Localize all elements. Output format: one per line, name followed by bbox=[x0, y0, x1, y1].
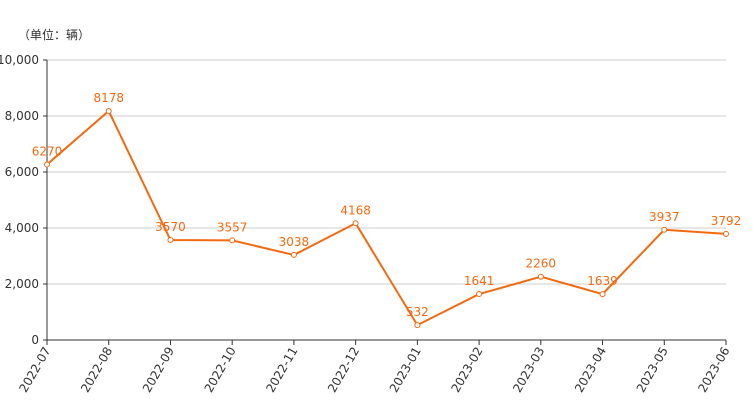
x-tick-label: 2022-09 bbox=[140, 345, 177, 395]
line bbox=[46, 109, 727, 327]
x-tick-label: 2023-01 bbox=[387, 345, 424, 395]
point bbox=[599, 291, 606, 298]
point bbox=[290, 251, 297, 258]
data-label: 1639 bbox=[587, 274, 618, 288]
y-tick-label: 2,000 bbox=[5, 277, 39, 291]
x-tick-label: 2022-12 bbox=[325, 345, 362, 395]
data-label: 6270 bbox=[32, 144, 63, 158]
point bbox=[414, 322, 421, 329]
point bbox=[476, 291, 483, 298]
data-label: 2260 bbox=[526, 257, 557, 271]
data-label: 1641 bbox=[464, 274, 495, 288]
data-label: 8178 bbox=[93, 91, 124, 105]
data-label: 3937 bbox=[649, 210, 680, 224]
x-tick-label: 2022-08 bbox=[78, 345, 115, 395]
x-tick-label: 2022-10 bbox=[202, 345, 239, 395]
x-tick-label: 2022-11 bbox=[263, 345, 300, 395]
point bbox=[44, 161, 50, 168]
point bbox=[661, 226, 668, 233]
data-label: 3570 bbox=[155, 220, 186, 234]
x-tick-label: 2023-04 bbox=[572, 345, 609, 395]
x-tick-label: 2023-05 bbox=[634, 345, 671, 395]
y-tick-label: 8,000 bbox=[5, 109, 39, 123]
data-label: 3557 bbox=[217, 220, 248, 234]
x-tick-label: 2023-02 bbox=[448, 345, 485, 395]
y-tick-label: 4,000 bbox=[5, 221, 39, 235]
y-axis-label: （单位：辆） bbox=[18, 27, 90, 42]
point bbox=[537, 273, 544, 280]
point bbox=[105, 108, 112, 115]
data-label: 532 bbox=[406, 305, 429, 319]
x-tick-label: 2023-03 bbox=[510, 345, 547, 395]
point bbox=[352, 220, 359, 227]
x-tick-label: 2022-07 bbox=[16, 345, 53, 395]
y-tick-label: 0 bbox=[31, 333, 39, 347]
data-label: 3038 bbox=[279, 235, 310, 249]
y-tick-label: 10,000 bbox=[0, 53, 39, 67]
x-tick-label: 2023-06 bbox=[695, 345, 732, 395]
point bbox=[723, 230, 729, 237]
y-tick-label: 6,000 bbox=[5, 165, 39, 179]
data-label: 3792 bbox=[711, 214, 742, 228]
point bbox=[229, 237, 236, 244]
data-label: 4168 bbox=[340, 203, 371, 217]
point bbox=[167, 237, 174, 244]
